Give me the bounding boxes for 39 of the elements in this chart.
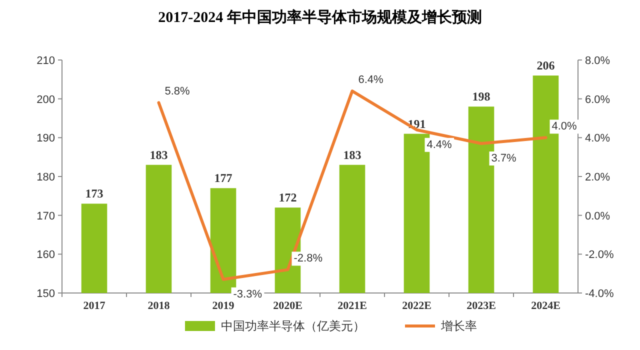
x-tick-label: 2021E	[338, 300, 367, 312]
legend-label: 中国功率半导体（亿美元）	[221, 319, 365, 333]
y2-tick-label: -2.0%	[585, 249, 614, 262]
data-label: 3.7%	[491, 152, 517, 164]
data-label: -2.8%	[294, 252, 323, 265]
x-tick-label: 2022E	[402, 300, 432, 312]
y-tick-label: 180	[36, 172, 55, 184]
y2-tick-label: 0.0%	[585, 210, 610, 222]
x-tick-label: 2023E	[466, 300, 496, 312]
x-tick-label: 2017	[83, 300, 106, 312]
data-label: 172	[278, 190, 297, 205]
x-tick-label: 2020E	[273, 300, 302, 312]
data-label: 177	[214, 171, 232, 186]
data-label: 183	[150, 148, 168, 162]
data-label: 4.0%	[552, 120, 578, 133]
x-tick-label: 2024E	[531, 300, 560, 312]
x-tick-label: 2019	[212, 300, 235, 312]
data-label: 198	[472, 90, 490, 104]
data-label: 5.8%	[164, 86, 190, 98]
data-label: 206	[536, 58, 555, 73]
chart-title: 2017-2024 年中国功率半导体市场规模及增长预测	[158, 8, 482, 26]
y2-tick-label: 6.0%	[585, 94, 610, 106]
y-tick-label: 160	[36, 249, 55, 262]
legend-label: 增长率	[440, 319, 477, 333]
y2-tick-label: 8.0%	[585, 55, 610, 67]
y2-tick-label: -4.0%	[585, 288, 614, 300]
x-tick-label: 2018	[148, 300, 170, 312]
data-label: 6.4%	[358, 74, 384, 86]
y2-tick-label: 2.0%	[585, 172, 610, 184]
y-tick-label: 150	[36, 288, 55, 300]
y2-tick-label: 4.0%	[585, 132, 610, 145]
y-tick-label: 190	[36, 132, 55, 145]
y-tick-label: 170	[36, 210, 55, 222]
data-label: 173	[85, 186, 104, 201]
y-tick-label: 210	[36, 55, 55, 67]
data-label: 183	[343, 148, 362, 162]
data-label: 4.4%	[426, 138, 452, 151]
data-label: -3.3%	[233, 288, 262, 300]
y-tick-label: 200	[36, 94, 55, 106]
